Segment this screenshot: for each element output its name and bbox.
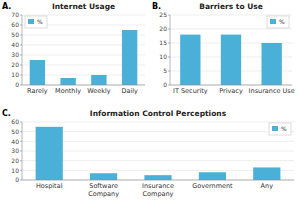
tick-label: 10	[11, 71, 19, 78]
legend-swatch	[272, 126, 278, 131]
tick-label: 0	[163, 81, 167, 88]
panel-label: B.	[152, 2, 161, 11]
category-label: Government	[192, 182, 233, 190]
bar	[30, 60, 45, 85]
bar	[91, 75, 106, 85]
category-label-line: Weekly	[87, 87, 111, 95]
category-label-line: Privacy	[219, 87, 243, 95]
chart-panel: B. Barriers to Use 0 5 10 15 20 25 IT Security Pr…	[152, 2, 295, 95]
bar	[253, 167, 280, 180]
category-label: Monthly	[55, 87, 81, 95]
bar	[180, 35, 200, 85]
legend: %	[269, 123, 291, 135]
legend-box	[269, 123, 291, 135]
grid-line	[170, 29, 292, 30]
tick-label: 50	[11, 128, 19, 135]
category-label-line: Rarely	[27, 87, 48, 95]
y-axis	[22, 122, 23, 180]
category-label: Daily	[121, 87, 138, 95]
x-axis	[170, 85, 292, 86]
chart-title: Barriers to Use	[199, 2, 263, 11]
category-label: Weekly	[87, 87, 111, 95]
legend-label: %	[281, 125, 287, 132]
bar	[262, 43, 282, 85]
chart-panel: A. Internet Usage 0 10 20 30 40 50 60 70 Rarely Mon…	[2, 2, 145, 95]
panel-label: C.	[2, 109, 11, 118]
tick-label: 70	[11, 11, 19, 18]
chart-title: Information Control Perceptions	[90, 109, 227, 118]
tick-label: 20	[11, 157, 19, 164]
bar	[90, 173, 117, 180]
category-label-line: Hospital	[36, 182, 63, 190]
legend: %	[267, 16, 289, 28]
legend-label: %	[37, 18, 43, 25]
tick-label: 60	[11, 118, 19, 125]
category-label: SoftwareCompany	[88, 182, 119, 198]
chart-title: Internet Usage	[52, 2, 115, 11]
y-axis	[170, 15, 171, 85]
category-label-line: Company	[143, 190, 174, 198]
grid-line	[22, 15, 145, 16]
bars	[180, 35, 282, 85]
bar	[36, 127, 63, 180]
legend-swatch	[28, 19, 34, 24]
y-axis	[22, 15, 23, 85]
category-label-line: IT Security	[173, 87, 208, 95]
tick-label: 10	[11, 167, 19, 174]
tick-label: 50	[11, 31, 19, 38]
category-label-line: Any	[261, 182, 274, 190]
category-label-line: Daily	[121, 87, 138, 95]
bars	[36, 127, 281, 180]
bar	[144, 175, 171, 180]
category-label: Privacy	[219, 87, 243, 95]
panel-label: A.	[2, 2, 11, 11]
tick-label: 15	[159, 39, 167, 46]
category-label: Any	[261, 182, 274, 190]
legend-label: %	[279, 18, 285, 25]
legend-box	[25, 16, 47, 28]
category-label: InsuranceCompany	[142, 182, 174, 198]
category-label: Rarely	[27, 87, 48, 95]
legend-box	[267, 16, 289, 28]
tick-label: 60	[11, 21, 19, 28]
category-label-line: Government	[192, 182, 233, 190]
tick-label: 0	[15, 176, 19, 183]
tick-label: 20	[11, 61, 19, 68]
category-label: Insurance Use	[249, 87, 295, 95]
category-label-line: Company	[88, 190, 119, 198]
tick-label: 40	[11, 41, 19, 48]
category-label-line: Monthly	[55, 87, 81, 95]
tick-label: 25	[159, 11, 167, 18]
tick-label: 20	[159, 25, 167, 32]
tick-label: 0	[15, 81, 19, 88]
tick-label: 30	[11, 51, 19, 58]
legend: %	[25, 16, 47, 28]
grid-line	[22, 122, 294, 123]
bar	[60, 78, 75, 85]
bar	[199, 172, 226, 180]
tick-label: 10	[159, 53, 167, 60]
legend-swatch	[270, 19, 276, 24]
x-axis	[22, 85, 145, 86]
x-axis	[22, 180, 294, 181]
tick-label: 30	[11, 147, 19, 154]
bars	[30, 30, 138, 85]
category-label: IT Security	[173, 87, 208, 95]
bar	[221, 35, 241, 85]
tick-label: 40	[11, 138, 19, 145]
bar	[122, 30, 137, 85]
tick-label: 5	[163, 67, 167, 74]
chart-panel: C. Information Control Perceptions 0 10 20 30…	[2, 109, 294, 198]
category-label-line: Insurance Use	[249, 87, 295, 95]
category-label: Hospital	[36, 182, 63, 190]
grid-line	[170, 15, 292, 16]
